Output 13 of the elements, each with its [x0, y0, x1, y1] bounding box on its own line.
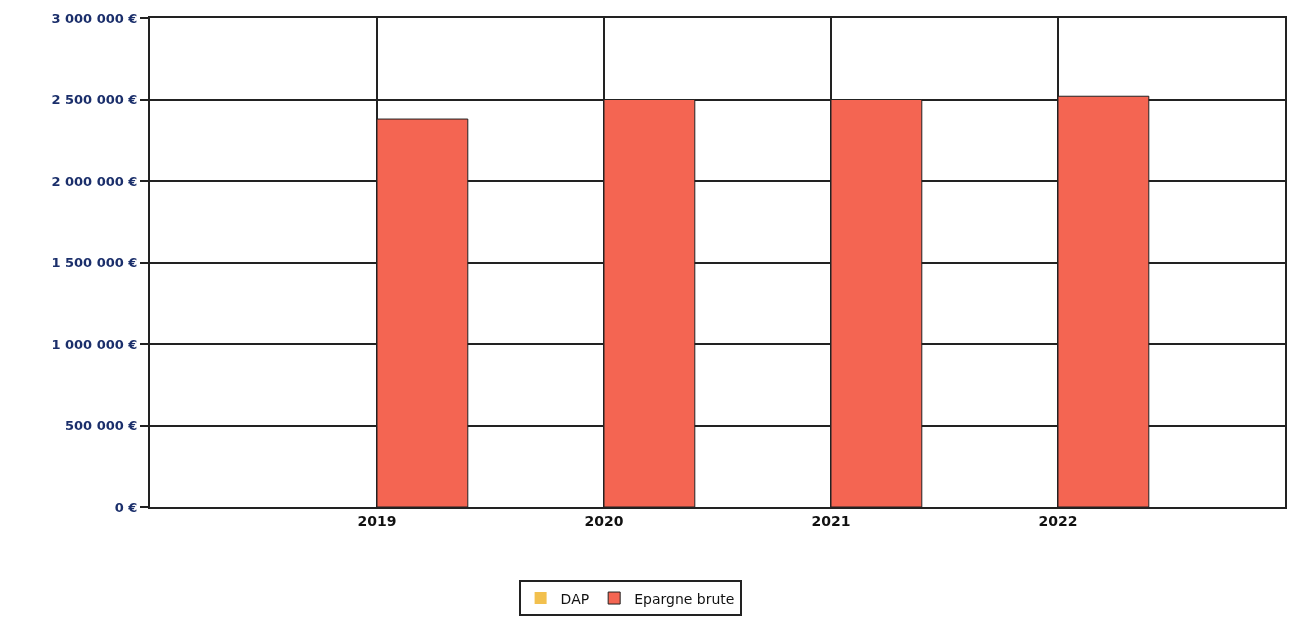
x-tick-label: 2022: [1038, 512, 1078, 529]
y-tick-label: 1 000 000 €: [51, 336, 138, 352]
y-tick-label: 2 000 000 €: [51, 173, 138, 189]
y-tick-label: 1 500 000 €: [51, 255, 138, 271]
x-tick-label: 2020: [584, 512, 624, 529]
y-tick-label: 2 500 000 €: [51, 92, 138, 108]
y-tick-label: 0 €: [114, 499, 138, 515]
x-tick-label: 2021: [811, 512, 851, 529]
legend-label: DAP: [560, 590, 590, 607]
legend-label: Epargne brute: [634, 590, 735, 607]
x-tick-label: 2019: [357, 512, 397, 529]
y-tick-label: 3 000 000 €: [51, 10, 138, 26]
y-tick-label: 500 000 €: [65, 418, 138, 434]
